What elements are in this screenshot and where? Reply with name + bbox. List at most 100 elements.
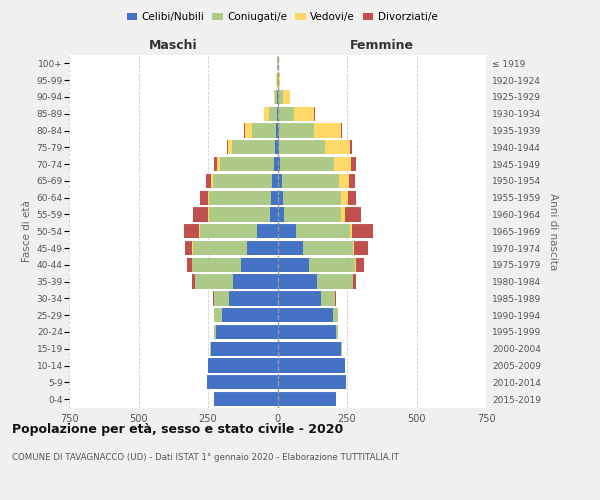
Bar — [338, 174, 349, 188]
Bar — [277, 241, 302, 255]
Bar — [277, 106, 278, 121]
Bar — [193, 208, 208, 222]
Bar — [277, 308, 332, 322]
Bar — [314, 124, 341, 138]
Bar — [302, 241, 353, 255]
Bar — [279, 73, 280, 88]
Bar — [257, 224, 277, 238]
Bar — [217, 325, 277, 339]
Bar — [185, 241, 193, 255]
Bar — [270, 208, 277, 222]
Legend: Celibi/Nubili, Coniugati/e, Vedovi/e, Divorziati/e: Celibi/Nubili, Coniugati/e, Vedovi/e, Di… — [122, 8, 442, 26]
Bar — [277, 157, 280, 171]
Text: Femmine: Femmine — [350, 40, 414, 52]
Bar — [244, 124, 245, 138]
Bar — [271, 190, 277, 205]
Bar — [278, 90, 283, 104]
Bar — [283, 90, 290, 104]
Bar — [310, 258, 355, 272]
Bar — [277, 258, 310, 272]
Bar — [277, 124, 279, 138]
Bar — [347, 190, 356, 205]
Bar — [277, 292, 322, 306]
Bar — [247, 241, 277, 255]
Bar — [192, 258, 241, 272]
Bar — [277, 174, 281, 188]
Bar — [214, 325, 217, 339]
Bar — [214, 157, 217, 171]
Bar — [335, 292, 336, 306]
Bar — [274, 157, 277, 171]
Bar — [228, 140, 232, 154]
Bar — [213, 292, 214, 306]
Bar — [274, 90, 275, 104]
Y-axis label: Fasce di età: Fasce di età — [22, 200, 32, 262]
Bar — [283, 190, 341, 205]
Bar — [276, 124, 277, 138]
Bar — [272, 174, 277, 188]
Bar — [350, 157, 356, 171]
Text: COMUNE DI TAVAGNACCO (UD) - Dati ISTAT 1° gennaio 2020 - Elaborazione TUTTITALIA: COMUNE DI TAVAGNACCO (UD) - Dati ISTAT 1… — [12, 452, 399, 462]
Bar — [281, 174, 338, 188]
Bar — [193, 274, 194, 288]
Bar — [187, 258, 192, 272]
Bar — [345, 208, 361, 222]
Bar — [213, 174, 272, 188]
Bar — [279, 124, 314, 138]
Bar — [241, 258, 277, 272]
Bar — [353, 274, 356, 288]
Bar — [349, 174, 355, 188]
Text: Popolazione per età, sesso e stato civile - 2020: Popolazione per età, sesso e stato civil… — [12, 422, 343, 436]
Bar — [217, 157, 220, 171]
Bar — [325, 140, 350, 154]
Bar — [209, 190, 271, 205]
Bar — [193, 241, 247, 255]
Bar — [279, 140, 325, 154]
Bar — [337, 325, 338, 339]
Bar — [277, 190, 283, 205]
Bar — [245, 124, 253, 138]
Bar — [206, 174, 211, 188]
Bar — [232, 140, 275, 154]
Bar — [275, 90, 277, 104]
Y-axis label: Anni di nascita: Anni di nascita — [548, 192, 558, 270]
Bar — [208, 190, 209, 205]
Bar — [341, 208, 345, 222]
Bar — [332, 308, 338, 322]
Bar — [200, 224, 257, 238]
Bar — [194, 274, 233, 288]
Bar — [206, 375, 277, 390]
Bar — [322, 292, 335, 306]
Bar — [293, 106, 314, 121]
Bar — [214, 292, 229, 306]
Bar — [278, 106, 293, 121]
Bar — [341, 124, 342, 138]
Bar — [352, 224, 373, 238]
Bar — [264, 106, 269, 121]
Bar — [284, 208, 341, 222]
Bar — [277, 224, 296, 238]
Bar — [269, 106, 277, 121]
Bar — [227, 140, 228, 154]
Bar — [277, 73, 279, 88]
Bar — [277, 208, 284, 222]
Bar — [353, 241, 368, 255]
Bar — [211, 342, 277, 356]
Bar — [229, 292, 277, 306]
Bar — [341, 190, 347, 205]
Bar — [280, 157, 334, 171]
Bar — [350, 224, 352, 238]
Bar — [233, 274, 277, 288]
Bar — [317, 274, 353, 288]
Bar — [296, 224, 350, 238]
Bar — [222, 308, 277, 322]
Bar — [214, 308, 222, 322]
Bar — [209, 208, 270, 222]
Bar — [208, 358, 277, 372]
Bar — [253, 124, 276, 138]
Bar — [184, 224, 199, 238]
Bar — [200, 190, 208, 205]
Bar — [275, 140, 277, 154]
Bar — [220, 157, 274, 171]
Bar — [356, 258, 364, 272]
